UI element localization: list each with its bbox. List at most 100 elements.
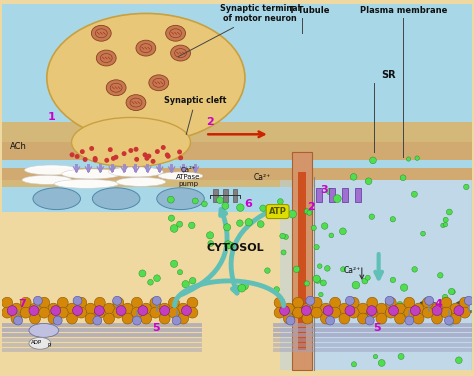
Circle shape: [159, 313, 170, 324]
Bar: [280, 177, 472, 370]
Circle shape: [415, 156, 419, 161]
Circle shape: [155, 149, 160, 154]
Circle shape: [292, 297, 303, 308]
Circle shape: [369, 214, 374, 220]
Circle shape: [241, 283, 248, 290]
Circle shape: [443, 222, 447, 227]
Bar: [87, 164, 90, 172]
Circle shape: [450, 290, 456, 294]
Text: Synaptic terminal
of motor neuron: Synaptic terminal of motor neuron: [178, 4, 300, 57]
Text: 2: 2: [308, 202, 315, 212]
Circle shape: [73, 296, 82, 305]
Circle shape: [445, 316, 454, 325]
Circle shape: [357, 313, 368, 324]
Circle shape: [128, 148, 133, 153]
Ellipse shape: [96, 50, 116, 66]
Ellipse shape: [92, 188, 140, 209]
Circle shape: [339, 228, 346, 235]
Circle shape: [94, 307, 105, 318]
Circle shape: [438, 273, 443, 278]
Circle shape: [329, 233, 334, 238]
Circle shape: [134, 157, 139, 162]
Bar: [316, 188, 322, 202]
Ellipse shape: [22, 176, 72, 184]
Circle shape: [138, 306, 148, 315]
Circle shape: [385, 307, 396, 318]
Circle shape: [351, 362, 356, 367]
Circle shape: [190, 277, 196, 284]
Circle shape: [394, 303, 405, 314]
Circle shape: [82, 157, 88, 162]
Circle shape: [413, 303, 424, 314]
Ellipse shape: [33, 188, 81, 209]
Circle shape: [441, 297, 452, 308]
Circle shape: [280, 306, 290, 315]
Circle shape: [314, 244, 319, 250]
Circle shape: [104, 158, 109, 163]
Circle shape: [187, 297, 198, 308]
Ellipse shape: [62, 169, 121, 179]
Circle shape: [422, 297, 433, 308]
Circle shape: [131, 307, 142, 318]
Circle shape: [257, 221, 264, 227]
Bar: [299, 172, 306, 350]
Ellipse shape: [157, 188, 204, 209]
Circle shape: [333, 195, 341, 203]
Circle shape: [307, 210, 312, 215]
Circle shape: [289, 210, 296, 218]
Circle shape: [177, 221, 182, 227]
Text: Pᵢ: Pᵢ: [48, 343, 52, 348]
Circle shape: [39, 307, 50, 318]
Circle shape: [448, 320, 454, 326]
Ellipse shape: [47, 14, 245, 142]
Circle shape: [122, 151, 127, 156]
Circle shape: [11, 303, 22, 314]
Circle shape: [207, 232, 214, 239]
Circle shape: [447, 209, 452, 215]
Bar: [2, 168, 472, 180]
Circle shape: [311, 225, 316, 230]
Circle shape: [104, 303, 115, 314]
Circle shape: [224, 241, 232, 249]
Circle shape: [187, 307, 198, 318]
Circle shape: [66, 303, 77, 314]
Text: 1: 1: [48, 112, 55, 123]
Circle shape: [85, 303, 96, 314]
Circle shape: [177, 149, 182, 155]
Circle shape: [141, 303, 152, 314]
Circle shape: [161, 145, 166, 150]
Ellipse shape: [166, 25, 185, 41]
Circle shape: [339, 313, 350, 324]
Ellipse shape: [29, 337, 51, 349]
Circle shape: [34, 296, 42, 305]
Circle shape: [165, 152, 170, 158]
Bar: [75, 164, 78, 172]
Text: 4: 4: [434, 299, 442, 309]
Circle shape: [146, 154, 151, 159]
Circle shape: [376, 303, 387, 314]
Circle shape: [411, 191, 418, 197]
Circle shape: [376, 313, 387, 324]
Circle shape: [459, 297, 470, 308]
Text: 6: 6: [244, 199, 252, 209]
Circle shape: [274, 307, 285, 318]
Circle shape: [277, 199, 283, 205]
Circle shape: [139, 270, 146, 277]
Circle shape: [133, 316, 141, 325]
Circle shape: [406, 157, 410, 161]
Circle shape: [378, 359, 385, 366]
Circle shape: [404, 297, 415, 308]
Circle shape: [134, 147, 138, 152]
Circle shape: [29, 303, 40, 314]
Circle shape: [283, 234, 288, 240]
Circle shape: [390, 277, 396, 283]
Circle shape: [7, 306, 17, 315]
Circle shape: [57, 297, 68, 308]
Circle shape: [465, 296, 473, 305]
Circle shape: [318, 264, 322, 268]
Circle shape: [260, 205, 266, 211]
Circle shape: [412, 267, 418, 272]
Ellipse shape: [116, 177, 166, 186]
Circle shape: [70, 152, 74, 157]
Circle shape: [370, 157, 376, 164]
